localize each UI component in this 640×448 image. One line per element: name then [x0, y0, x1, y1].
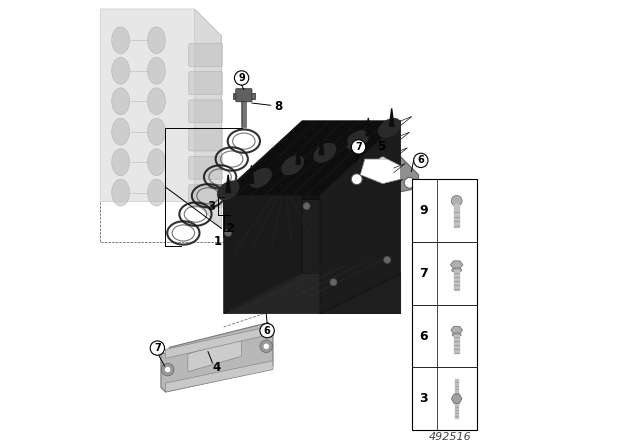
Polygon shape — [188, 338, 242, 372]
FancyBboxPatch shape — [189, 43, 223, 66]
Ellipse shape — [148, 179, 166, 206]
Polygon shape — [165, 326, 273, 358]
Circle shape — [161, 363, 174, 376]
Ellipse shape — [112, 118, 130, 145]
Ellipse shape — [378, 118, 401, 137]
Polygon shape — [224, 121, 401, 199]
Polygon shape — [451, 261, 463, 269]
Polygon shape — [224, 273, 401, 314]
Circle shape — [303, 202, 310, 210]
Ellipse shape — [112, 57, 130, 84]
Text: 9: 9 — [238, 73, 245, 83]
Circle shape — [263, 343, 269, 349]
Circle shape — [234, 71, 249, 85]
Text: 6: 6 — [417, 155, 424, 165]
Ellipse shape — [112, 149, 130, 176]
Text: 7: 7 — [419, 267, 428, 280]
Ellipse shape — [250, 168, 271, 187]
Polygon shape — [250, 165, 253, 183]
Circle shape — [164, 366, 171, 373]
Polygon shape — [360, 159, 401, 184]
Text: 7: 7 — [355, 142, 362, 152]
Circle shape — [225, 229, 232, 237]
Ellipse shape — [148, 57, 166, 84]
Circle shape — [150, 341, 164, 355]
Text: 6: 6 — [419, 329, 428, 343]
Ellipse shape — [217, 181, 239, 200]
FancyBboxPatch shape — [189, 128, 223, 151]
Bar — [412, 179, 477, 430]
Text: 3: 3 — [419, 392, 428, 405]
Text: 1: 1 — [214, 235, 222, 249]
Polygon shape — [320, 121, 401, 314]
Ellipse shape — [148, 27, 166, 54]
FancyBboxPatch shape — [189, 185, 223, 207]
Polygon shape — [451, 326, 463, 334]
Ellipse shape — [112, 179, 130, 206]
Text: 2: 2 — [226, 222, 235, 235]
Polygon shape — [165, 361, 273, 392]
Text: 6: 6 — [264, 326, 271, 336]
Circle shape — [451, 195, 462, 206]
Text: 9: 9 — [419, 204, 428, 217]
Polygon shape — [226, 175, 230, 193]
Ellipse shape — [282, 156, 304, 175]
Text: 5: 5 — [377, 140, 385, 154]
Text: 4: 4 — [213, 361, 221, 374]
Polygon shape — [195, 9, 221, 228]
FancyBboxPatch shape — [189, 72, 223, 95]
Circle shape — [330, 279, 337, 286]
Polygon shape — [161, 323, 273, 392]
Circle shape — [404, 177, 415, 188]
Ellipse shape — [148, 88, 166, 115]
Polygon shape — [224, 199, 401, 314]
Text: 3: 3 — [207, 199, 216, 213]
Polygon shape — [296, 146, 301, 164]
Polygon shape — [451, 394, 462, 403]
Ellipse shape — [314, 143, 336, 162]
Polygon shape — [100, 9, 221, 228]
Ellipse shape — [148, 149, 166, 176]
Polygon shape — [389, 108, 394, 126]
Polygon shape — [224, 121, 401, 195]
Circle shape — [351, 140, 365, 154]
Circle shape — [383, 256, 391, 263]
Circle shape — [260, 323, 275, 338]
Circle shape — [351, 174, 362, 185]
Ellipse shape — [346, 131, 368, 150]
Circle shape — [413, 153, 428, 168]
Ellipse shape — [112, 88, 130, 115]
Text: 492516: 492516 — [429, 432, 471, 442]
Text: 8: 8 — [275, 100, 283, 113]
Ellipse shape — [148, 118, 166, 145]
FancyBboxPatch shape — [189, 156, 223, 179]
Polygon shape — [347, 152, 419, 197]
Ellipse shape — [112, 27, 130, 54]
FancyBboxPatch shape — [189, 100, 223, 123]
FancyBboxPatch shape — [236, 89, 252, 102]
Polygon shape — [366, 118, 371, 136]
Circle shape — [378, 157, 387, 166]
Ellipse shape — [452, 333, 461, 336]
Ellipse shape — [452, 268, 461, 272]
Polygon shape — [343, 127, 347, 145]
Polygon shape — [273, 156, 277, 174]
Polygon shape — [319, 137, 324, 155]
Text: 7: 7 — [154, 343, 161, 353]
Polygon shape — [224, 134, 302, 314]
Circle shape — [260, 340, 273, 353]
